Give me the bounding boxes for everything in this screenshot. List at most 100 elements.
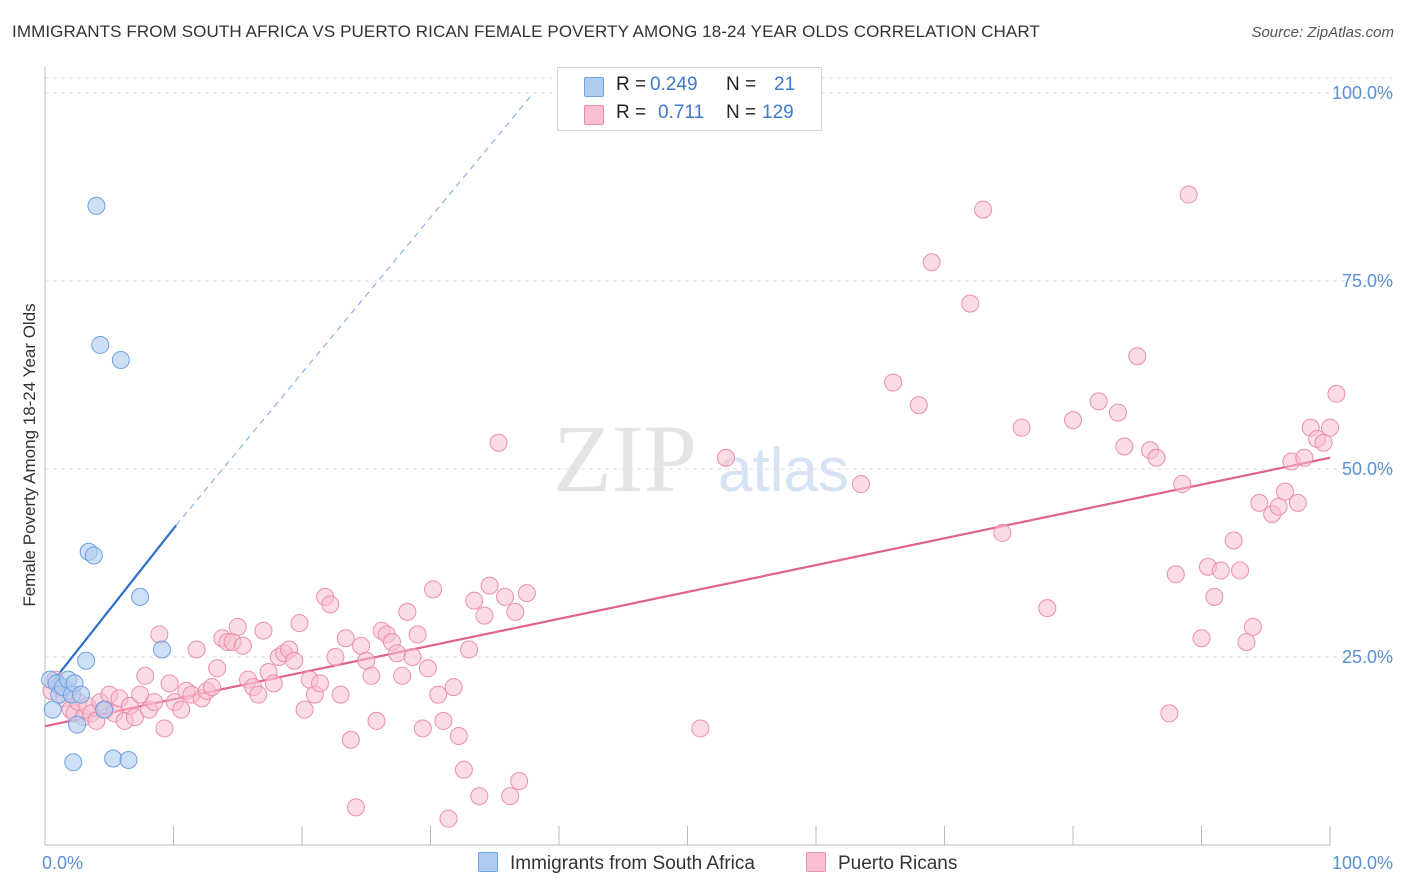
puerto-ricans-point <box>884 373 903 392</box>
puerto-ricans-point <box>388 644 407 663</box>
legend-r-label: R = <box>616 102 647 123</box>
puerto-ricans-point <box>1295 448 1314 467</box>
puerto-ricans-point <box>454 760 473 779</box>
puerto-ricans-point <box>1321 418 1339 437</box>
bottom-legend-swatch-pink <box>806 852 826 872</box>
puerto-ricans-point <box>1288 493 1307 512</box>
legend-row-south-africa: R = 0.249 N = 21 <box>558 74 821 100</box>
puerto-ricans-point <box>489 433 508 452</box>
watermark-zip: ZIP <box>553 405 697 512</box>
south-africa-point <box>91 335 110 354</box>
puerto-ricans-point <box>136 666 155 685</box>
puerto-ricans-point <box>1205 587 1224 606</box>
puerto-ricans-point <box>310 674 329 693</box>
puerto-ricans-point <box>993 523 1012 542</box>
x-tick-label: 0.0% <box>42 853 83 873</box>
puerto-ricans-point <box>249 685 268 704</box>
puerto-ricans-point <box>321 595 340 614</box>
puerto-ricans-point <box>510 772 529 791</box>
puerto-ricans-point <box>326 648 345 667</box>
puerto-ricans-points <box>42 185 1346 828</box>
puerto-ricans-point <box>264 674 283 693</box>
gridlines <box>45 77 1392 658</box>
puerto-ricans-point <box>1173 475 1192 494</box>
puerto-ricans-point <box>449 726 468 745</box>
legend-swatch-blue <box>584 77 604 97</box>
watermark-atlas: atlas <box>718 436 849 505</box>
puerto-ricans-point <box>352 636 371 655</box>
south-africa-point <box>84 546 103 565</box>
puerto-ricans-point <box>480 576 499 595</box>
puerto-ricans-point <box>1192 629 1211 648</box>
puerto-ricans-point <box>465 591 484 610</box>
puerto-ricans-point <box>155 719 174 738</box>
puerto-ricans-point <box>413 719 432 738</box>
legend-r-label: R = <box>616 74 647 95</box>
south-africa-point <box>111 350 130 369</box>
south-africa-point <box>119 751 138 770</box>
legend-n-value: 21 <box>774 74 796 95</box>
legend-row-puerto-ricans: R = 0.711 N = 129 <box>558 102 821 128</box>
puerto-ricans-point <box>1038 599 1057 618</box>
bottom-legend-south-africa: Immigrants from South Africa <box>478 852 755 875</box>
legend-n-label: N = <box>726 74 757 95</box>
puerto-ricans-point <box>341 730 360 749</box>
puerto-ricans-point <box>1250 493 1269 512</box>
puerto-ricans-point <box>418 659 437 678</box>
legend-swatch-pink <box>584 105 604 125</box>
puerto-ricans-point <box>974 200 993 219</box>
puerto-ricans-point <box>691 719 710 738</box>
puerto-ricans-point <box>187 640 206 659</box>
puerto-ricans-point <box>357 651 376 670</box>
puerto-ricans-point <box>1147 448 1166 467</box>
y-axis-label: Female Poverty Among 18-24 Year Olds <box>20 303 39 606</box>
puerto-ricans-point <box>1012 418 1031 437</box>
puerto-ricans-point <box>429 685 448 704</box>
bottom-legend-puerto-ricans: Puerto Ricans <box>806 852 957 875</box>
puerto-ricans-point <box>717 448 736 467</box>
puerto-ricans-point <box>160 674 179 693</box>
puerto-ricans-point <box>1224 531 1243 550</box>
south-africa-point <box>104 749 123 768</box>
puerto-ricans-point <box>1089 392 1108 411</box>
puerto-ricans-point <box>290 614 309 633</box>
puerto-ricans-point <box>336 629 355 648</box>
legend-n-value: 129 <box>762 102 794 123</box>
y-tick-label: 75.0% <box>1342 271 1393 291</box>
puerto-ricans-point <box>346 798 365 817</box>
puerto-ricans-point <box>961 294 980 313</box>
south-africa-point <box>87 196 106 215</box>
y-tick-label: 50.0% <box>1342 459 1393 479</box>
bottom-legend-swatch-blue <box>478 852 498 872</box>
puerto-ricans-point <box>1269 497 1288 516</box>
source-label: Source: ZipAtlas.com <box>1251 24 1394 41</box>
legend-n-label: N = <box>726 102 757 123</box>
puerto-ricans-point <box>517 584 536 603</box>
puerto-ricans-point <box>362 666 381 685</box>
puerto-ricans-point <box>403 648 422 667</box>
puerto-ricans-point <box>172 700 191 719</box>
puerto-ricans-point <box>1327 384 1346 403</box>
tick-labels: 25.0% 50.0% 75.0% 100.0% 0.0% 100.0% <box>42 83 1393 873</box>
puerto-ricans-point <box>1064 411 1082 430</box>
puerto-ricans-point <box>1108 403 1127 422</box>
puerto-ricans-point <box>208 659 227 678</box>
puerto-ricans-point <box>254 621 273 640</box>
puerto-ricans-point <box>506 602 525 621</box>
puerto-ricans-point <box>444 678 463 697</box>
chart-title: IMMIGRANTS FROM SOUTH AFRICA VS PUERTO R… <box>12 22 1040 41</box>
puerto-ricans-point <box>1166 565 1185 584</box>
puerto-ricans-point <box>1231 561 1250 580</box>
puerto-ricans-point <box>434 711 453 730</box>
axes <box>44 67 1331 846</box>
watermark: ZIP atlas <box>553 405 849 512</box>
puerto-ricans-point <box>496 587 515 606</box>
south-africa-point <box>43 700 62 719</box>
puerto-ricans-point <box>285 651 304 670</box>
puerto-ricans-point <box>922 253 941 272</box>
puerto-ricans-point <box>228 617 247 636</box>
puerto-ricans-point <box>1128 347 1147 366</box>
south-africa-trend-line <box>50 524 177 685</box>
puerto-ricans-point <box>233 636 252 655</box>
